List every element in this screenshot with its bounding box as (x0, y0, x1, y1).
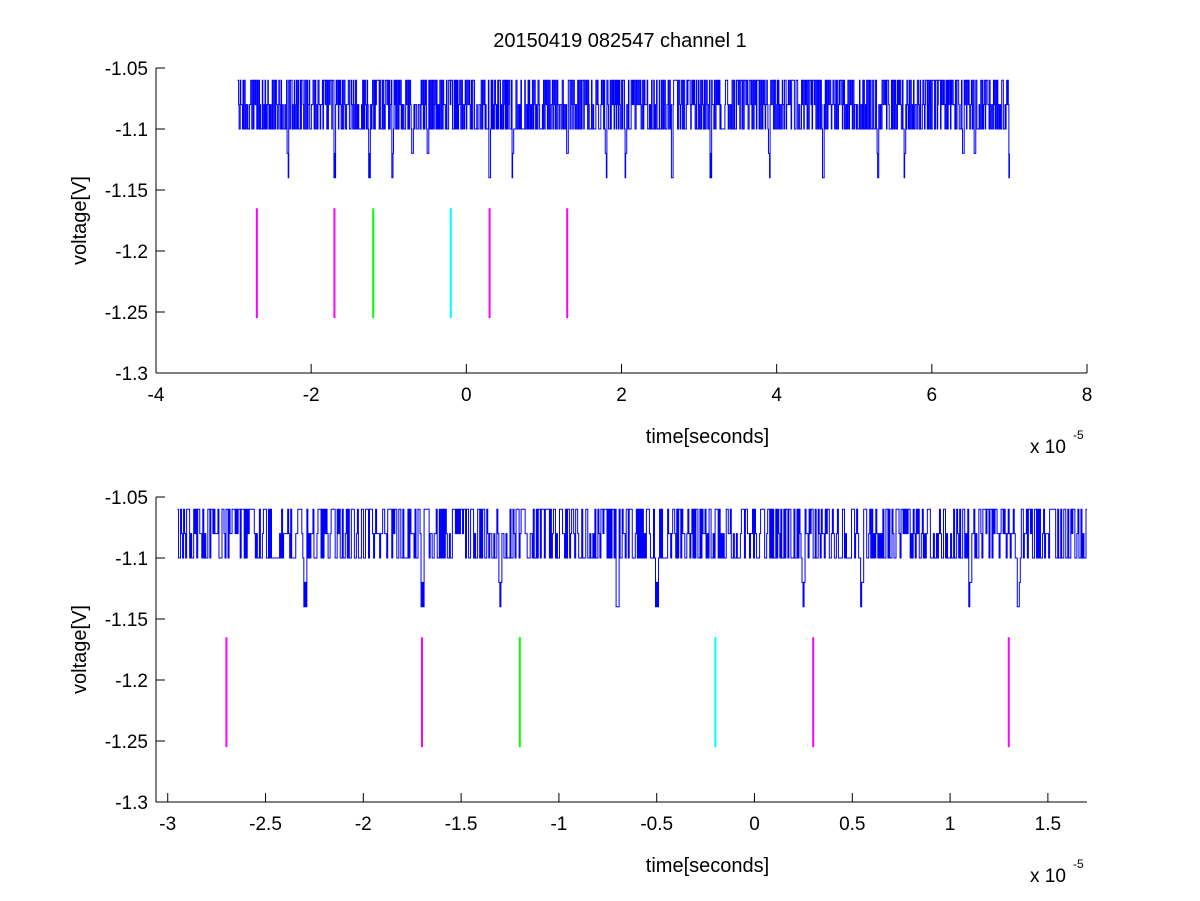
y-tick-label: -1.3 (115, 364, 148, 385)
signal-trace (177, 508, 1087, 608)
y-axis-label: voltage[V] (69, 176, 91, 265)
x-tick-label: -2 (355, 814, 372, 835)
x-tick-label: 8 (1082, 385, 1093, 406)
x-tick-label: -1 (550, 814, 567, 835)
x-tick-label: -3 (159, 814, 176, 835)
y-tick-label: -1.05 (105, 59, 148, 80)
x-tick-label: 1 (945, 814, 956, 835)
x-tick-label: 0 (749, 814, 760, 835)
x-tick-label: 6 (927, 385, 938, 406)
y-tick-label: -1.15 (105, 181, 148, 202)
y-tick-label: -1.05 (105, 488, 148, 509)
y-tick-label: -1.25 (105, 732, 148, 753)
signal-trace (237, 79, 1010, 179)
x-tick-label: -1.5 (445, 814, 478, 835)
y-tick-label: -1.1 (115, 549, 148, 570)
y-tick-label: -1.15 (105, 610, 148, 631)
x-tick-label: -2.5 (249, 814, 282, 835)
x-multiplier-label: x 10 (1030, 866, 1066, 887)
x-axis-label: time[seconds] (646, 855, 769, 877)
x-multiplier-label: x 10 (1030, 437, 1066, 458)
top-subplot: -4 -2 0 2 4 6 8 -1.3 -1.25 -1.2 -1.15 -1.1 -1.05 time… (69, 59, 1092, 458)
x-multiplier-exponent: -5 (1073, 857, 1084, 871)
y-tick-label: -1.2 (115, 242, 148, 263)
x-tick-label: -2 (303, 385, 320, 406)
y-tick-label: -1.3 (115, 793, 148, 814)
x-tick-label: 4 (771, 385, 782, 406)
figure-title: 20150419 082547 channel 1 (493, 30, 747, 52)
y-tick-label: -1.1 (115, 120, 148, 141)
x-multiplier-exponent: -5 (1073, 428, 1084, 442)
x-tick-label: -0.5 (640, 814, 673, 835)
x-axis-label: time[seconds] (646, 426, 769, 448)
y-axis-label: voltage[V] (69, 605, 91, 694)
x-tick-label: 0.5 (839, 814, 865, 835)
x-tick-label: 0 (461, 385, 472, 406)
bottom-subplot: -3 -2.5 -2 -1.5 -1 -0.5 0 0.5 1 1.5 -1.3 -1.25 -1.2 -… (69, 488, 1087, 887)
x-tick-label: -4 (148, 385, 165, 406)
x-tick-label: 1.5 (1035, 814, 1061, 835)
x-tick-label: 2 (616, 385, 627, 406)
y-tick-label: -1.2 (115, 671, 148, 692)
y-tick-label: -1.25 (105, 303, 148, 324)
